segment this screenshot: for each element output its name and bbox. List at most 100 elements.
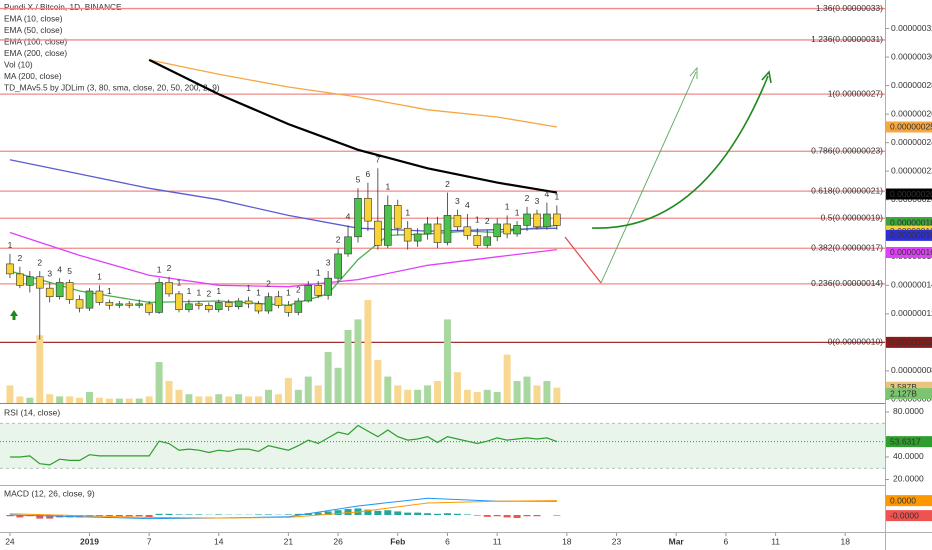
plot-area: 1.36(0.00000033) 1.236(0.00000031) 1(0.000… xyxy=(0,3,885,520)
td-count-label: 3 xyxy=(47,269,52,279)
volume-bar xyxy=(26,397,34,403)
volume-bar xyxy=(135,398,143,403)
td-count-label: 1 xyxy=(177,277,182,287)
candle-body xyxy=(125,303,134,306)
rsi-tick-label: 20.0000 xyxy=(893,474,924,484)
candle-body xyxy=(135,303,144,306)
candle-body xyxy=(483,236,492,246)
candle-body xyxy=(433,223,442,243)
macd-histogram-bar xyxy=(36,515,44,519)
macd-histogram-bar xyxy=(404,512,412,516)
volume-bar xyxy=(205,396,213,403)
macd-histogram-bar xyxy=(175,514,183,516)
candle-body xyxy=(364,197,372,222)
candle-body xyxy=(443,215,452,243)
legend-entry: EMA (50, close) xyxy=(4,25,63,35)
volume-bar xyxy=(36,335,44,403)
x-tick-label: 18 xyxy=(840,536,850,546)
x-tick-label: Mar xyxy=(669,536,685,546)
td-count-label: 2 xyxy=(485,216,490,226)
axes: 0.00000032 0.00000030 0.00000028 0.00000026… xyxy=(5,23,932,546)
macd-histogram-bar xyxy=(255,514,263,516)
price-badge xyxy=(886,510,932,522)
volume-bar xyxy=(364,300,372,403)
x-tick-label: 14 xyxy=(214,536,224,546)
x-tick-label: 18 xyxy=(562,536,572,546)
x-tick-label: 11 xyxy=(493,536,502,546)
volume-bar xyxy=(443,319,451,403)
rsi-tick-label: 80.0000 xyxy=(893,406,924,416)
candle-body xyxy=(523,213,531,226)
td-count-label: 1 xyxy=(256,287,261,297)
macd-histogram-bar xyxy=(503,515,511,518)
volume-bar xyxy=(66,396,74,403)
td-count-label: 1 xyxy=(475,214,480,224)
macd-histogram-bar xyxy=(145,515,153,518)
candle-body xyxy=(234,300,243,308)
volume-bar xyxy=(145,396,153,403)
macd-histogram-bar xyxy=(553,515,561,516)
candle-body xyxy=(214,302,223,310)
macd-histogram-bar xyxy=(344,509,352,516)
td-count-label: 1 xyxy=(515,207,520,217)
volume-bar xyxy=(175,389,183,403)
td-count-label: 1 xyxy=(97,272,102,282)
candle-body xyxy=(35,276,44,289)
candle-body xyxy=(274,296,283,306)
rsi-line xyxy=(9,424,558,466)
x-tick-label: 26 xyxy=(333,536,343,546)
td-count-label: 2 xyxy=(296,284,301,294)
macd-histogram-bar xyxy=(46,515,54,519)
indicator-line xyxy=(148,58,558,194)
volume-bar xyxy=(453,372,461,403)
macd-histogram-bar xyxy=(453,513,461,516)
candle-body xyxy=(344,236,352,255)
macd-histogram-bar xyxy=(523,515,531,517)
price-badge-label: 0.00000020 xyxy=(890,189,932,199)
volume-bar xyxy=(523,376,531,403)
candle-body xyxy=(75,299,84,309)
volume-bar xyxy=(304,376,312,403)
volume-bar xyxy=(6,385,14,403)
candle-body xyxy=(453,215,462,228)
td-count-label: 1 xyxy=(385,182,390,192)
y-tick-label: 0.00000012 xyxy=(891,308,932,318)
candle-body xyxy=(195,303,203,306)
candle-body xyxy=(304,285,313,302)
candle-body xyxy=(244,300,253,305)
legend-entry: Vol (10) xyxy=(4,60,33,70)
y-tick-label: 0.00000026 xyxy=(891,108,932,118)
macd-histogram-bar xyxy=(185,514,193,516)
price-badge-label: 0.00000018 xyxy=(890,230,932,240)
legend-entry: TD_MAv5.5 by JDLim (3, 80, sma, close, 2… xyxy=(4,83,220,93)
candle-body xyxy=(145,303,153,313)
x-tick-label: 6 xyxy=(724,536,729,546)
price-badge xyxy=(886,336,932,348)
macd-histogram-bar xyxy=(195,514,203,516)
y-tick-label: 0.00000008 xyxy=(891,365,932,375)
macd-histogram-bar xyxy=(394,511,402,516)
volume-bar xyxy=(105,398,113,403)
candle-body xyxy=(26,276,34,286)
candle-body xyxy=(254,303,263,312)
legend: Pundi X / Bitcoin, 1D, BINANCE EMA (10, … xyxy=(4,2,220,93)
volume-bar xyxy=(95,397,103,403)
candle-body xyxy=(473,235,482,246)
x-tick-label: 11 xyxy=(771,536,780,546)
macd-histogram-bar xyxy=(125,515,133,517)
td-count-label: 5 xyxy=(356,175,361,185)
td-count-label: 3 xyxy=(535,196,540,206)
td-count-label: 2 xyxy=(266,279,271,289)
volume-bar xyxy=(56,396,64,403)
volume-bar xyxy=(384,376,392,403)
candle-body xyxy=(65,282,74,300)
indicator-line xyxy=(9,231,557,288)
td-count-label: 1 xyxy=(216,286,221,296)
price-badge-label: 3.587B xyxy=(890,382,917,392)
volume-bar xyxy=(115,398,123,403)
candle-body xyxy=(334,253,342,279)
legend-entry: EMA (10, close) xyxy=(4,14,63,24)
macd-histogram-bar xyxy=(463,514,471,516)
volume-bar xyxy=(245,396,253,403)
